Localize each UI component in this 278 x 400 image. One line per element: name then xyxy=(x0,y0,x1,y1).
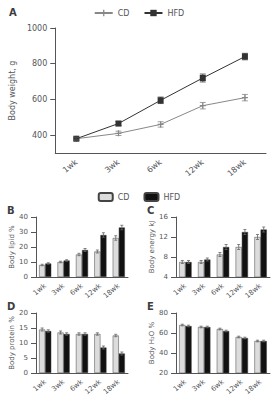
svg-text:12wk: 12wk xyxy=(84,377,104,396)
svg-text:20: 20 xyxy=(19,243,28,251)
svg-text:CD: CD xyxy=(118,193,130,202)
svg-text:Body energy kJ: Body energy kJ xyxy=(148,221,156,274)
svg-text:HFD: HFD xyxy=(167,9,184,18)
svg-text:3wk: 3wk xyxy=(191,281,208,297)
svg-text:E: E xyxy=(147,301,154,312)
svg-text:40: 40 xyxy=(159,349,168,357)
svg-text:3wk: 3wk xyxy=(50,377,67,393)
svg-text:20: 20 xyxy=(19,309,28,317)
svg-text:Body H₂O %: Body H₂O % xyxy=(148,321,156,364)
svg-text:60: 60 xyxy=(159,329,168,337)
svg-text:400: 400 xyxy=(32,131,47,140)
svg-text:10: 10 xyxy=(19,258,28,266)
svg-text:12wk: 12wk xyxy=(84,281,104,300)
svg-text:800: 800 xyxy=(32,59,47,68)
svg-text:10: 10 xyxy=(19,339,28,347)
svg-text:6wk: 6wk xyxy=(145,157,164,175)
svg-text:0: 0 xyxy=(24,273,28,281)
svg-text:Body protein %: Body protein % xyxy=(8,316,16,370)
svg-text:6wk: 6wk xyxy=(69,377,86,393)
svg-text:1wk: 1wk xyxy=(32,377,49,393)
svg-text:3wk: 3wk xyxy=(191,377,208,393)
svg-text:0: 0 xyxy=(24,369,28,377)
svg-text:18wk: 18wk xyxy=(226,157,248,178)
svg-text:1000: 1000 xyxy=(27,24,47,33)
svg-text:18wk: 18wk xyxy=(102,377,122,396)
svg-text:Body weight, g: Body weight, g xyxy=(8,61,17,121)
svg-text:C: C xyxy=(147,205,154,216)
svg-text:80: 80 xyxy=(159,309,168,317)
svg-text:1wk: 1wk xyxy=(61,157,80,175)
svg-text:4: 4 xyxy=(164,273,169,281)
svg-text:12: 12 xyxy=(159,233,168,241)
svg-text:8: 8 xyxy=(164,253,168,261)
svg-text:15: 15 xyxy=(19,324,28,332)
svg-text:1wk: 1wk xyxy=(32,281,49,297)
svg-text:3wk: 3wk xyxy=(50,281,67,297)
svg-text:12wk: 12wk xyxy=(184,157,206,178)
svg-text:12wk: 12wk xyxy=(225,281,245,300)
svg-text:30: 30 xyxy=(19,228,28,236)
svg-text:18wk: 18wk xyxy=(244,377,264,396)
svg-text:1wk: 1wk xyxy=(172,281,189,297)
svg-text:1wk: 1wk xyxy=(172,377,189,393)
svg-text:18wk: 18wk xyxy=(244,281,264,300)
svg-text:5: 5 xyxy=(24,354,28,362)
svg-text:3wk: 3wk xyxy=(103,157,122,175)
svg-text:B: B xyxy=(7,205,15,216)
svg-text:HFD: HFD xyxy=(163,193,180,202)
svg-text:18wk: 18wk xyxy=(102,281,122,300)
svg-text:40: 40 xyxy=(19,213,28,221)
svg-text:A: A xyxy=(9,7,17,18)
svg-text:D: D xyxy=(7,301,15,312)
svg-text:600: 600 xyxy=(32,95,47,104)
svg-text:12wk: 12wk xyxy=(225,377,245,396)
svg-text:Body lipid %: Body lipid % xyxy=(8,225,16,269)
svg-text:20: 20 xyxy=(159,369,168,377)
svg-text:6wk: 6wk xyxy=(69,281,86,297)
svg-text:6wk: 6wk xyxy=(210,281,227,297)
svg-text:16: 16 xyxy=(159,213,168,221)
svg-text:CD: CD xyxy=(118,9,130,18)
svg-text:6wk: 6wk xyxy=(210,377,227,393)
